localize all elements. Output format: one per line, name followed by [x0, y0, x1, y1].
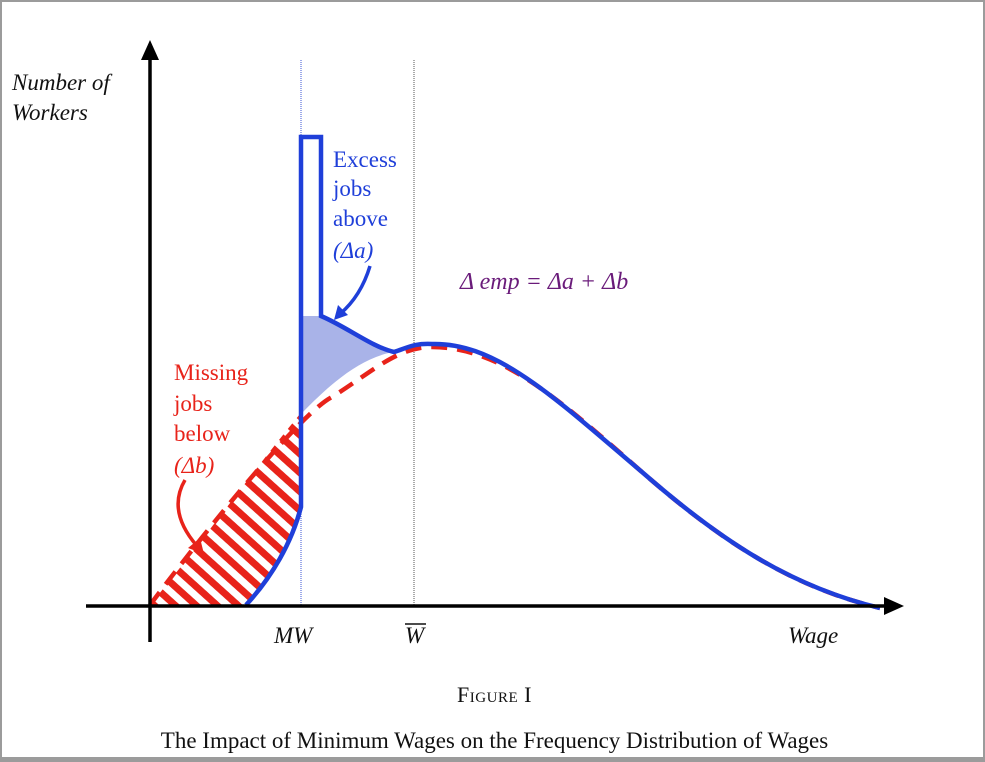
excess-jobs-pointer-arrow [338, 265, 372, 316]
mean-wage-tick-label: W [405, 623, 426, 648]
missing-label-line3: below [174, 421, 231, 446]
missing-jobs-pointer-arrow [176, 479, 199, 548]
missing-label-line1: Missing [174, 360, 249, 385]
excess-label-line3: above [333, 206, 388, 231]
y-axis-arrow-icon [141, 40, 159, 60]
excess-arrowhead-icon [334, 305, 348, 320]
y-axis-label-line2: Workers [12, 100, 88, 125]
figure-label: Figure I [2, 682, 985, 708]
excess-label-line2: jobs [332, 176, 371, 201]
x-axis-label: Wage [788, 623, 838, 648]
figure-label-text: Figure I [457, 682, 532, 707]
missing-label-line4: (Δb) [174, 453, 214, 478]
missing-label-line2: jobs [173, 391, 212, 416]
post-minimum-wage-distribution-curve [244, 134, 881, 611]
excess-label-line4: (Δa) [333, 238, 373, 263]
missing-arrowhead-icon [188, 538, 204, 554]
x-axis-arrow-icon [884, 597, 904, 615]
excess-jobs-shaded-area [301, 316, 394, 414]
employment-equation: Δ emp = Δa + Δb [459, 269, 628, 295]
figure-title: The Impact of Minimum Wages on the Frequ… [160, 728, 829, 753]
y-axis-label-line1: Number of [11, 70, 113, 95]
mw-tick-label: MW [273, 623, 314, 648]
excess-label-line1: Excess [333, 147, 397, 172]
